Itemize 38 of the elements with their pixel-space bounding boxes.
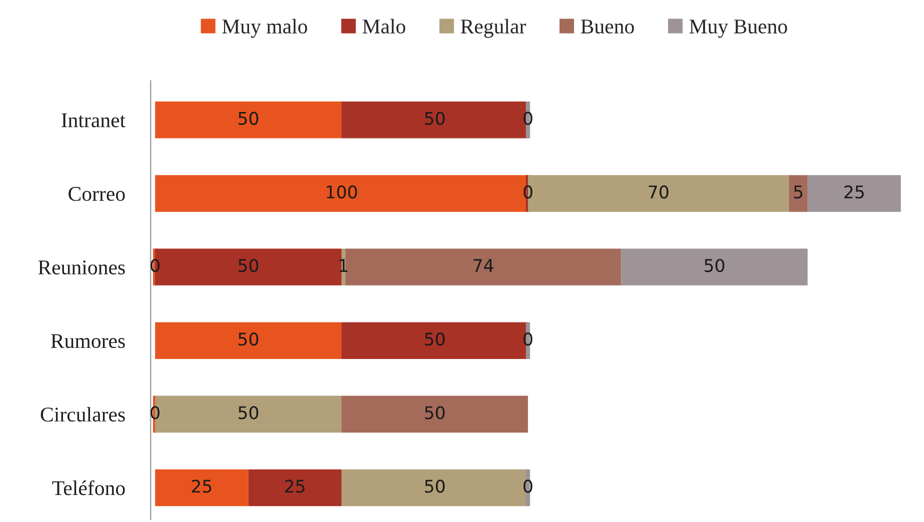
data-label: 25 bbox=[285, 480, 304, 493]
legend-label: Muy Bueno bbox=[689, 20, 788, 38]
bar bbox=[248, 469, 342, 506]
y-tick-label: Rumores bbox=[50, 334, 125, 348]
data-label: 25 bbox=[192, 480, 212, 493]
y-tick-label: Reuniones bbox=[38, 260, 125, 274]
data-label: 50 bbox=[238, 258, 258, 272]
bar bbox=[788, 175, 808, 212]
data-label: 50 bbox=[425, 406, 445, 420]
bar bbox=[808, 175, 901, 212]
data-label: 50 bbox=[425, 332, 445, 346]
data-label: 50 bbox=[238, 112, 258, 125]
data-label: 0 bbox=[524, 112, 532, 125]
legend-label: Malo bbox=[362, 18, 406, 34]
data-label: 5 bbox=[794, 186, 802, 199]
y-tick-label: Correo bbox=[68, 186, 125, 201]
bar bbox=[342, 396, 528, 433]
data-label: 50 bbox=[238, 332, 258, 346]
bar bbox=[155, 469, 248, 506]
legend-label: Bueno bbox=[580, 20, 634, 34]
bar bbox=[155, 322, 342, 360]
y-tick-label: Teléfono bbox=[52, 480, 125, 496]
data-label: 25 bbox=[844, 185, 864, 199]
legend-label: Muy malo bbox=[222, 18, 308, 38]
data-label: 50 bbox=[425, 112, 445, 125]
y-tick-label: Circulares bbox=[40, 406, 125, 422]
data-label: 50 bbox=[704, 258, 724, 272]
legend-label: Regular bbox=[460, 18, 526, 38]
y-tick-label: Intranet bbox=[62, 113, 126, 128]
bar bbox=[155, 102, 342, 138]
data-label: 74 bbox=[474, 259, 494, 272]
bar bbox=[621, 248, 808, 286]
data-label: 50 bbox=[425, 480, 445, 493]
data-label: 70 bbox=[648, 185, 668, 199]
data-label: 50 bbox=[238, 406, 258, 420]
data-label: 0 bbox=[524, 185, 532, 199]
data-label: 0 bbox=[524, 332, 532, 346]
data-label: 100 bbox=[326, 185, 357, 199]
